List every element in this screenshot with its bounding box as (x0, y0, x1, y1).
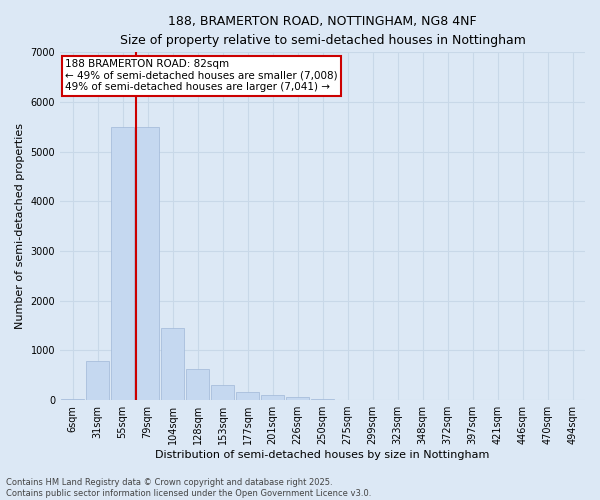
Bar (86, 362, 109, 400)
Bar (286, 398, 309, 400)
Y-axis label: Number of semi-detached properties: Number of semi-detached properties (15, 123, 25, 329)
Bar (261, 395, 284, 400)
X-axis label: Distribution of semi-detached houses by size in Nottingham: Distribution of semi-detached houses by … (155, 450, 490, 460)
Text: Contains HM Land Registry data © Crown copyright and database right 2025.
Contai: Contains HM Land Registry data © Crown c… (6, 478, 371, 498)
Bar (136, 127, 159, 400)
Bar (161, 328, 184, 400)
Text: 188 BRAMERTON ROAD: 82sqm
← 49% of semi-detached houses are smaller (7,008)
49% : 188 BRAMERTON ROAD: 82sqm ← 49% of semi-… (65, 60, 338, 92)
Bar (211, 384, 234, 400)
Bar (236, 392, 259, 400)
Title: 188, BRAMERTON ROAD, NOTTINGHAM, NG8 4NF
Size of property relative to semi-detac: 188, BRAMERTON ROAD, NOTTINGHAM, NG8 4NF… (119, 15, 526, 47)
Bar (111, 127, 134, 400)
Bar (311, 399, 334, 400)
Bar (186, 370, 209, 400)
Bar (61, 399, 84, 400)
